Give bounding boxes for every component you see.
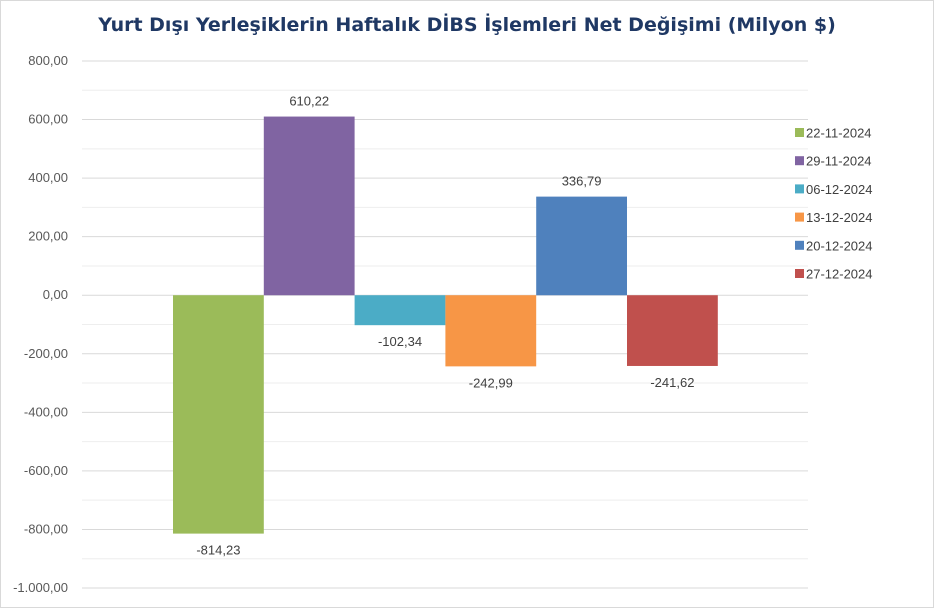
data-label-29-11-2024: 610,22 (289, 94, 329, 109)
legend-swatch-29-11-2024 (795, 156, 804, 166)
legend-swatch-22-11-2024 (795, 128, 804, 137)
legend-swatch-20-12-2024 (795, 240, 804, 250)
bar-29-11-2024 (263, 116, 355, 296)
y-tick-label: 600,00 (28, 112, 68, 127)
legend-label-13-12-2024: 13-12-2024 (806, 210, 873, 225)
legend-label-06-12-2024: 06-12-2024 (806, 182, 873, 197)
y-tick-label: -1.000,00 (13, 580, 68, 595)
y-tick-label: -600,00 (24, 463, 68, 478)
y-tick-label: -400,00 (24, 404, 68, 419)
bar-13-12-2024 (445, 295, 537, 367)
legend-swatch-27-12-2024 (795, 269, 804, 278)
legend-label-22-11-2024: 22-11-2024 (806, 126, 872, 141)
data-label-27-12-2024: -241,62 (650, 375, 694, 390)
chart-title: Yurt Dışı Yerleşiklerin Haftalık DİBS İş… (98, 14, 836, 36)
y-tick-label: 800,00 (28, 53, 68, 68)
legend-swatch-06-12-2024 (795, 184, 804, 194)
y-tick-label: 400,00 (28, 170, 68, 185)
y-tick-label: 0,00 (43, 287, 68, 302)
y-tick-label: -200,00 (24, 346, 68, 361)
data-labels: -814,23 610,22 -102,34 -242,99 336,79 -241,62 (196, 94, 694, 558)
legend-label-20-12-2024: 20-12-2024 (806, 238, 873, 253)
legend-label-29-11-2024: 29-11-2024 (806, 154, 872, 169)
y-tick-label: -800,00 (24, 521, 68, 536)
data-label-22-11-2024: -814,23 (196, 543, 240, 558)
bar-27-12-2024 (627, 295, 718, 366)
bar-06-12-2024 (354, 295, 446, 326)
legend-label-27-12-2024: 27-12-2024 (806, 267, 873, 282)
data-label-13-12-2024: -242,99 (469, 375, 513, 390)
data-label-06-12-2024: -102,34 (378, 334, 422, 349)
bar-20-12-2024 (536, 196, 627, 296)
legend: 22-11-2024 29-11-2024 06-12-2024 13-12-2024… (795, 126, 873, 282)
y-axis-tick-labels: 800,00 600,00 400,00 200,00 0,00 -200,00 -400,… (13, 53, 68, 595)
bars (173, 116, 718, 534)
legend-swatch-13-12-2024 (795, 212, 804, 222)
data-label-20-12-2024: 336,79 (562, 174, 602, 189)
y-tick-label: 200,00 (28, 229, 68, 244)
bar-22-11-2024 (173, 295, 264, 534)
